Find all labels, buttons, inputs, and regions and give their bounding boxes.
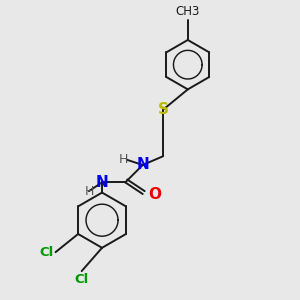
Text: N: N bbox=[96, 175, 108, 190]
Text: S: S bbox=[158, 102, 169, 117]
Text: H: H bbox=[84, 184, 94, 198]
Text: CH3: CH3 bbox=[176, 5, 200, 18]
Text: Cl: Cl bbox=[75, 272, 89, 286]
Text: H: H bbox=[119, 153, 128, 166]
Text: O: O bbox=[148, 187, 161, 202]
Text: N: N bbox=[136, 158, 149, 172]
Text: Cl: Cl bbox=[40, 246, 54, 259]
